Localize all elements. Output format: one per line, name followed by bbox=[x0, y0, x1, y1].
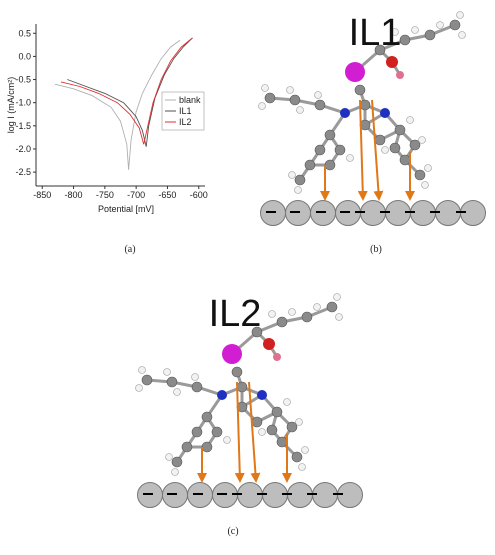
x-axis-label: Potential [mV] bbox=[98, 204, 154, 214]
y-tick-label: 0.5 bbox=[18, 28, 31, 38]
y-tick-label: -2.5 bbox=[15, 167, 31, 177]
y-tick-label: -0.5 bbox=[15, 75, 31, 85]
legend-label: IL1 bbox=[179, 106, 192, 116]
panel-label: (c) bbox=[227, 526, 238, 537]
x-tick-label: -750 bbox=[96, 190, 114, 200]
y-tick-label: -1.5 bbox=[15, 121, 31, 131]
y-tick-label: -2.0 bbox=[15, 144, 31, 154]
x-tick-label: -800 bbox=[65, 190, 83, 200]
x-tick-label: -650 bbox=[158, 190, 176, 200]
line bbox=[54, 39, 181, 170]
line bbox=[60, 37, 193, 145]
x-tick-label: -600 bbox=[190, 190, 208, 200]
x-tick-label: -850 bbox=[33, 190, 51, 200]
line bbox=[67, 37, 193, 147]
x-tick-label: -700 bbox=[127, 190, 145, 200]
y-tick-label: -1.0 bbox=[15, 98, 31, 108]
legend-label: blank bbox=[179, 95, 201, 105]
molecule-label: IL2 bbox=[209, 293, 262, 335]
molecule-label: IL1 bbox=[349, 12, 402, 54]
y-tick-label: 0.0 bbox=[18, 51, 31, 61]
panel-label: (b) bbox=[370, 244, 382, 255]
y-axis-label: log I (mA/cm²) bbox=[6, 77, 16, 134]
panel-label: (a) bbox=[124, 244, 135, 255]
legend-label: IL2 bbox=[179, 117, 192, 127]
